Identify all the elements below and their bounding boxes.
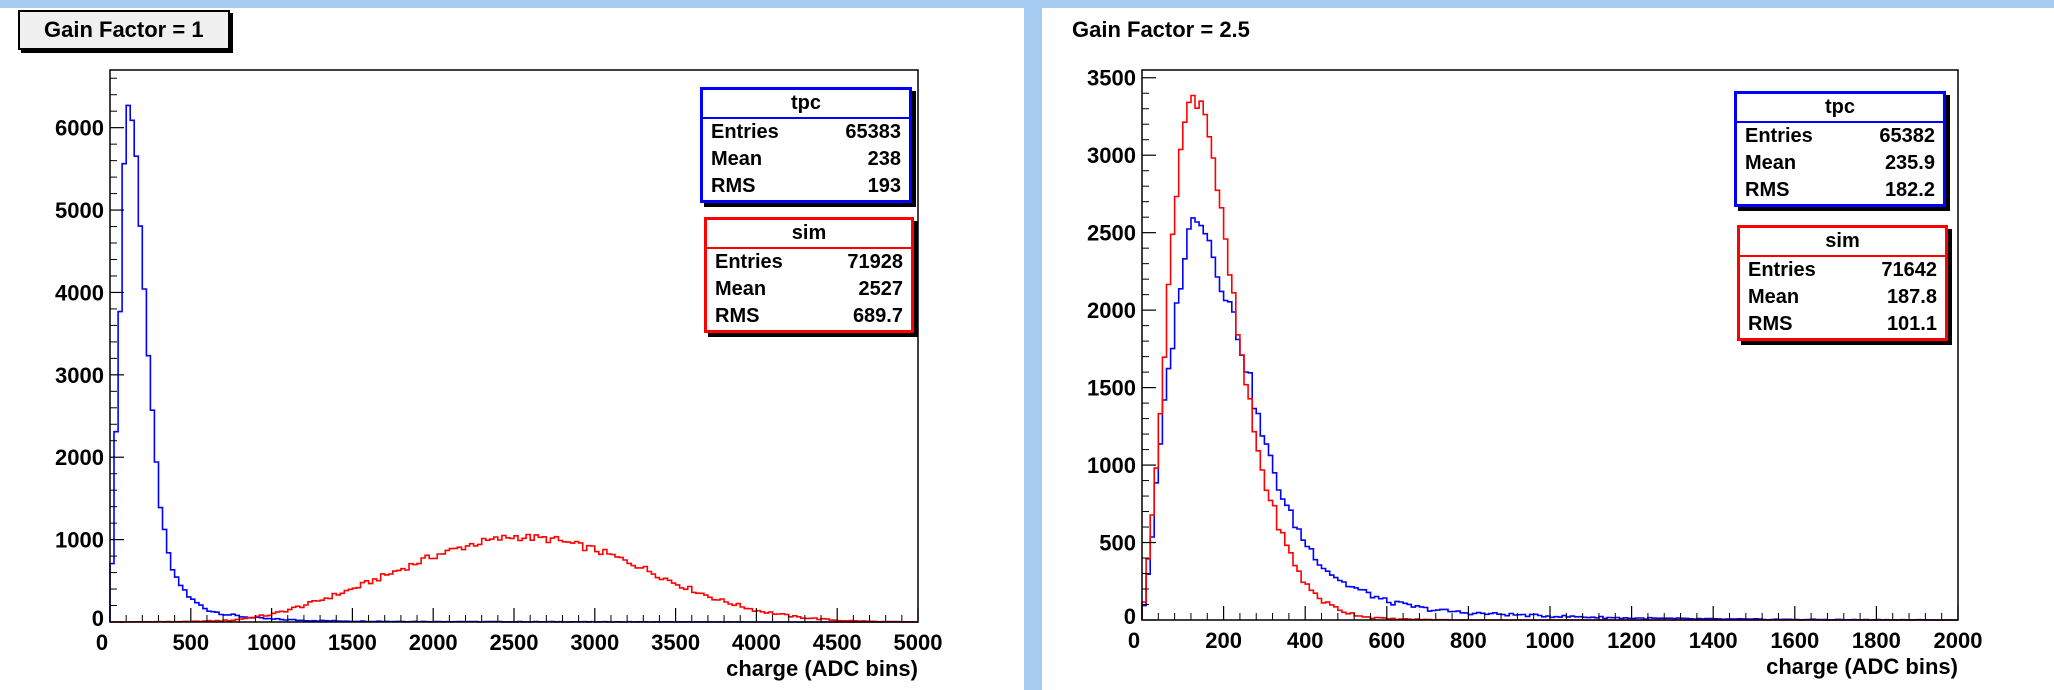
stats-row-mean: Mean 187.8 — [1748, 286, 1937, 308]
stats-title: sim — [707, 220, 911, 249]
stats-title: sim — [1740, 228, 1945, 257]
x-axis-title: charge (ADC bins) — [726, 656, 918, 681]
right-stats-box-tpc: tpc Entries 65382 Mean 235.9 RMS 182.2 — [1734, 91, 1946, 207]
y-tick-label: 1000 — [1087, 453, 1136, 478]
x-tick-label: 1400 — [1689, 628, 1738, 653]
x-tick-label: 2000 — [1934, 628, 1983, 653]
x-tick-label: 500 — [172, 630, 209, 655]
x-tick-label: 400 — [1287, 628, 1324, 653]
y-tick-label: 0 — [92, 606, 104, 631]
stats-row-rms: RMS 689.7 — [715, 305, 903, 327]
x-tick-label: 3000 — [570, 630, 619, 655]
x-axis-title: charge (ADC bins) — [1766, 654, 1958, 679]
x-tick-label: 2500 — [490, 630, 539, 655]
y-tick-label: 3000 — [55, 363, 104, 388]
y-tick-label: 2500 — [1087, 221, 1136, 246]
y-tick-label: 3000 — [1087, 143, 1136, 168]
stats-row-rms: RMS 182.2 — [1745, 179, 1935, 201]
x-tick-label: 5000 — [894, 630, 943, 655]
stats-row-rms: RMS 101.1 — [1748, 313, 1937, 335]
y-tick-label: 3500 — [1087, 66, 1136, 91]
stats-row-mean: Mean 2527 — [715, 278, 903, 300]
stats-row-mean: Mean 235.9 — [1745, 152, 1935, 174]
x-tick-label: 600 — [1368, 628, 1405, 653]
x-tick-label: 1200 — [1607, 628, 1656, 653]
stats-row-mean: Mean 238 — [711, 148, 901, 170]
y-tick-label: 1500 — [1087, 376, 1136, 401]
stats-row-entries: Entries 71642 — [1748, 259, 1937, 281]
x-tick-label: 200 — [1205, 628, 1242, 653]
x-tick-label: 800 — [1450, 628, 1487, 653]
x-tick-label: 1000 — [1526, 628, 1575, 653]
right-histogram-pad: 0 200 400 600 800 1000 1200 1400 1600 1800 2000 0 50… — [1042, 8, 2054, 690]
x-tick-label: 4500 — [813, 630, 862, 655]
stats-row-entries: Entries 65382 — [1745, 125, 1935, 147]
x-tick-label: 0 — [1128, 628, 1140, 653]
stats-row-entries: Entries 65383 — [711, 121, 901, 143]
y-tick-label: 5000 — [55, 198, 104, 223]
x-tick-label: 3500 — [651, 630, 700, 655]
stats-row-rms: RMS 193 — [711, 175, 901, 197]
left-histogram-chart: 0 500 1000 1500 2000 2500 3000 3500 4000 4500 5000… — [55, 69, 943, 681]
left-histogram-pad: 0 500 1000 1500 2000 2500 3000 3500 4000 4500 5000… — [0, 8, 1024, 690]
x-tick-label: 1600 — [1770, 628, 1819, 653]
y-tick-label: 2000 — [1087, 298, 1136, 323]
x-tick-label: 1800 — [1852, 628, 1901, 653]
stats-title: tpc — [703, 90, 909, 119]
x-tick-label: 0 — [96, 630, 108, 655]
y-tick-label: 0 — [1124, 604, 1136, 629]
left-stats-box-tpc: tpc Entries 65383 Mean 238 RMS 193 — [700, 87, 912, 203]
left-pad-title: Gain Factor = 1 — [18, 10, 230, 50]
x-tick-label: 1000 — [247, 630, 296, 655]
y-tick-label: 6000 — [55, 116, 104, 141]
y-tick-label: 500 — [1099, 531, 1136, 556]
y-tick-label: 1000 — [55, 528, 104, 553]
right-histogram-chart: 0 200 400 600 800 1000 1200 1400 1600 1800 2000 0 50… — [1087, 66, 1983, 679]
x-tick-label: 4000 — [732, 630, 781, 655]
stats-title: tpc — [1737, 94, 1943, 123]
right-stats-box-sim: sim Entries 71642 Mean 187.8 RMS 101.1 — [1737, 225, 1948, 341]
left-stats-box-sim: sim Entries 71928 Mean 2527 RMS 689.7 — [704, 217, 914, 333]
y-tick-label: 4000 — [55, 280, 104, 305]
right-pad-title: Gain Factor = 2.5 — [1072, 17, 1250, 42]
stats-row-entries: Entries 71928 — [715, 251, 903, 273]
x-tick-label: 1500 — [328, 630, 377, 655]
x-tick-label: 2000 — [409, 630, 458, 655]
y-tick-label: 2000 — [55, 445, 104, 470]
